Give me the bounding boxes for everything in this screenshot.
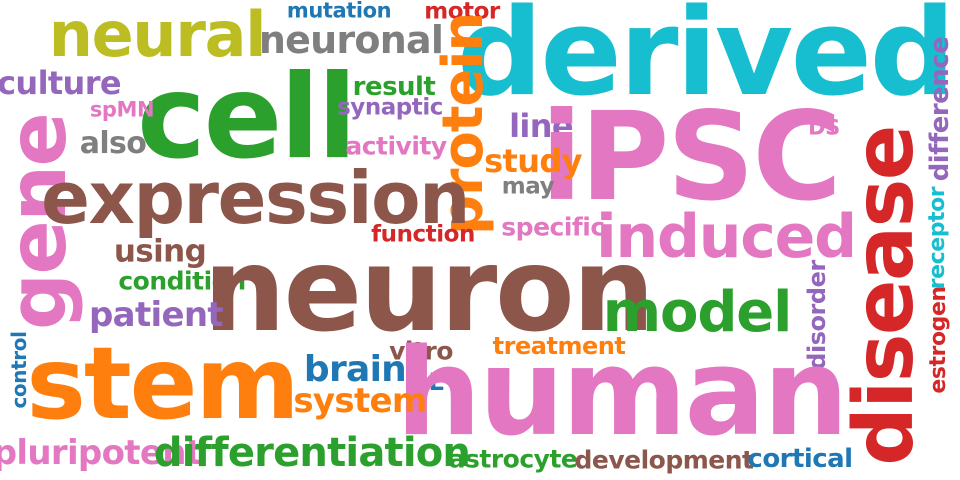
word-motor: motor [424,0,500,25]
word-neural: neural [48,0,267,71]
word-ds: DS [808,115,840,140]
word-patient: patient [89,295,224,335]
word-differentiation: differentiation [153,430,471,476]
word-activity: activity [345,131,447,161]
word-mutation: mutation [286,0,392,23]
word-derived: derived [456,0,956,123]
word-expression: expression [41,156,470,240]
word-function: function [371,221,475,248]
word-induced: induced [596,202,857,272]
word-neuronal: neuronal [258,18,444,62]
word-also: also [79,126,147,161]
word-development: development [574,445,755,475]
word-using: using [113,233,207,270]
word-al: AL [410,368,444,396]
word-result: result [352,72,436,102]
word-synaptic: synaptic [337,94,443,121]
word-vitro: vitro [389,336,453,366]
word-cell: cell [137,50,357,185]
word-line: line [509,107,574,145]
word-condition: condition [118,266,246,296]
word-spmn: spMN [89,97,155,122]
word-ipsc: iPSC [540,86,842,228]
word-system: system [293,381,427,421]
word-estrogen: estrogen [926,286,951,394]
word-brain: brain [303,349,407,390]
word-model: model [602,280,793,345]
word-may: may [501,173,555,200]
word-specific: specific [501,212,605,242]
word-human: human [395,324,849,463]
word-cortical: cortical [747,444,853,474]
word-disease: disease [837,126,932,466]
word-pluripotent: pluripotent [0,433,202,473]
word-study: study [484,142,582,180]
word-neuron: neuron [203,223,655,358]
word-receptor: receptor [925,186,950,290]
word-stem: stem [26,325,299,442]
word-treatment: treatment [492,332,626,360]
word-astrocyte: astrocyte [448,444,578,474]
word-culture: culture [0,64,122,102]
